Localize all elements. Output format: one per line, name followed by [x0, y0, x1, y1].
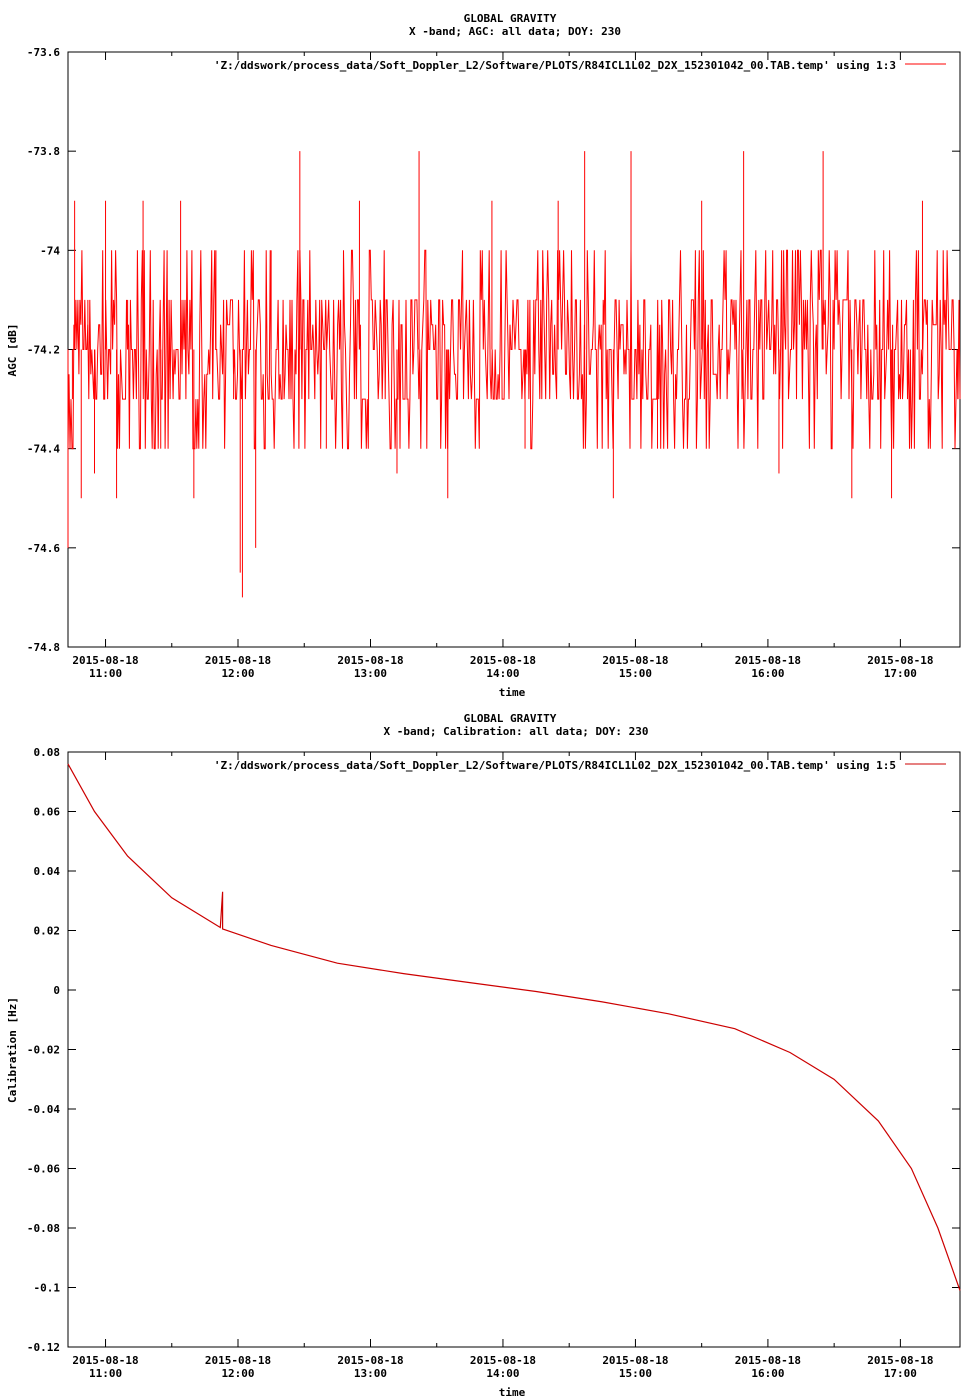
chart1-ytick-label: -74: [40, 244, 60, 257]
chart2-xlabel: time: [499, 1386, 526, 1399]
chart1-series-band: [67, 249, 961, 450]
chart2-xtick-time: 16:00: [751, 1367, 784, 1380]
chart2-xtick-date: 2015-08-18: [470, 1354, 536, 1367]
chart1-xtick-date: 2015-08-18: [602, 654, 668, 667]
chart2-frame: [67, 751, 961, 1348]
chart1-plot: -73.6 -73.8 -74 -74.2 -74.4 -74.6 -74.8 2015-08…: [27, 46, 961, 680]
chart1-xtick-time: 11:00: [89, 667, 122, 680]
chart1-ytick-label: -74.6: [27, 542, 60, 555]
chart2-xtick-date: 2015-08-18: [337, 1354, 403, 1367]
chart1-xlabel: time: [499, 686, 526, 699]
chart2-ytick-label: 0.06: [34, 806, 61, 819]
chart1-xtick-time: 15:00: [619, 667, 652, 680]
chart2-xtick-date: 2015-08-18: [867, 1354, 933, 1367]
chart2-legend-label: 'Z:/ddswork/process_data/Soft_Doppler_L2…: [214, 759, 896, 772]
chart2-xtick-time: 12:00: [221, 1367, 254, 1380]
chart1-xtick-date: 2015-08-18: [867, 654, 933, 667]
chart2-title: GLOBAL GRAVITY: [464, 712, 557, 725]
chart1-xtick-date: 2015-08-18: [735, 654, 801, 667]
chart1-xtick-time: 13:00: [354, 667, 387, 680]
chart1-xtick-date: 2015-08-18: [205, 654, 271, 667]
chart2-xtick-time: 13:00: [354, 1367, 387, 1380]
chart1-ytick-label: -73.6: [27, 46, 60, 59]
chart1-xtick-time: 12:00: [221, 667, 254, 680]
chart2-xtick-time: 15:00: [619, 1367, 652, 1380]
chart2-ytick-label: 0.02: [34, 925, 61, 938]
chart2-xtick-date: 2015-08-18: [735, 1354, 801, 1367]
chart2-xtick-time: 17:00: [884, 1367, 917, 1380]
chart1-subtitle: X -band; AGC: all data; DOY: 230: [409, 25, 621, 38]
chart1-ylabel: AGC [dB]: [6, 324, 19, 377]
chart1-legend-label: 'Z:/ddswork/process_data/Soft_Doppler_L2…: [214, 59, 896, 72]
chart2-ytick-label: -0.12: [27, 1341, 60, 1354]
chart2-ytick-label: 0.04: [34, 865, 61, 878]
chart2-xtick-time: 11:00: [89, 1367, 122, 1380]
chart2-ytick-label: 0: [53, 984, 60, 997]
chart1-xtick-date: 2015-08-18: [470, 654, 536, 667]
chart1-xtick-time: 16:00: [751, 667, 784, 680]
chart1-title: GLOBAL GRAVITY: [464, 12, 557, 25]
chart1-ytick-label: -74.4: [27, 443, 60, 456]
chart2-xtick-date: 2015-08-18: [602, 1354, 668, 1367]
chart2-ytick-label: -0.1: [34, 1282, 61, 1295]
chart2-ytick-label: -0.08: [27, 1222, 60, 1235]
chart2-plot: 0.08 0.06 0.04 0.02 0 -0.02 -0.04 -0.06 -0.08 -0.…: [27, 746, 961, 1380]
chart2-ytick-label: 0.08: [34, 746, 61, 759]
chart1-ytick-label: -74.2: [27, 344, 60, 357]
chart2-ytick-label: -0.04: [27, 1103, 60, 1116]
chart2-ytick-label: -0.02: [27, 1044, 60, 1057]
chart2-ytick-label: -0.06: [27, 1163, 60, 1176]
chart1-ytick-label: -73.8: [27, 145, 60, 158]
chart1-xtick-time: 14:00: [486, 667, 519, 680]
chart1-xtick-date: 2015-08-18: [337, 654, 403, 667]
chart2-subtitle: X -band; Calibration: all data; DOY: 230: [384, 725, 649, 738]
chart1-xtick-time: 17:00: [884, 667, 917, 680]
chart2-xtick-date: 2015-08-18: [205, 1354, 271, 1367]
chart2-xtick-date: 2015-08-18: [72, 1354, 138, 1367]
chart1-ytick-label: -74.8: [27, 641, 60, 654]
chart1-xtick-date: 2015-08-18: [72, 654, 138, 667]
chart2-ylabel: Calibration [Hz]: [6, 997, 19, 1103]
chart2-series-line: [67, 763, 961, 1291]
chart2-xtick-time: 14:00: [486, 1367, 519, 1380]
